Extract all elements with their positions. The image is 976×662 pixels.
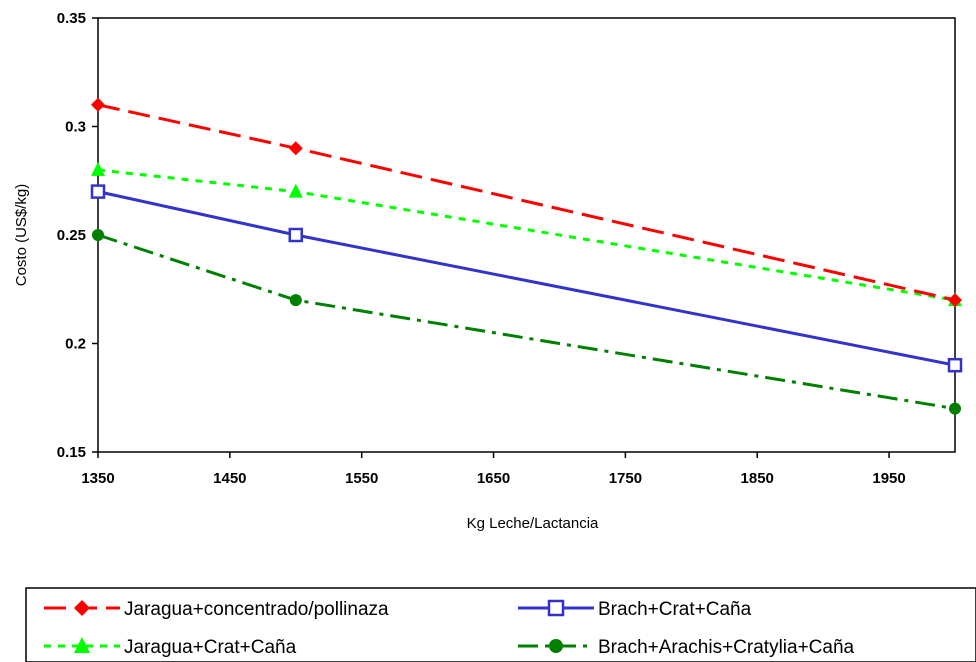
series-layer <box>90 97 963 415</box>
y-tick-label: 0.35 <box>57 10 86 27</box>
data-point-marker <box>288 183 303 198</box>
legend-item: Brach+Crat+Caña <box>518 599 752 620</box>
series-1 <box>90 184 963 373</box>
data-point-marker <box>288 141 303 156</box>
data-point-marker <box>91 161 105 176</box>
x-tick-label: 1450 <box>213 470 246 487</box>
data-point-marker <box>948 293 962 308</box>
data-point-marker <box>289 294 302 307</box>
y-tick-label: 0.3 <box>65 119 86 136</box>
legend-marker <box>74 637 90 653</box>
x-tick-label: 1750 <box>609 470 642 487</box>
legend-marker <box>549 639 563 653</box>
y-axis-title: Costo (US$/kg) <box>13 184 30 287</box>
x-tick-label: 1550 <box>345 470 378 487</box>
legend: Jaragua+concentrado/pollinaza Brach+Crat+… <box>25 587 976 662</box>
plot-area-frame <box>97 17 956 453</box>
legend-frame <box>25 587 976 662</box>
y-tick-label: 0.25 <box>57 227 86 244</box>
legend-label: Jaragua+concentrado/pollinaza <box>124 599 389 620</box>
legend-item: Jaragua+concentrado/pollinaza <box>44 599 389 620</box>
series-0 <box>91 97 962 308</box>
series-line <box>97 233 956 411</box>
x-tick-label: 1950 <box>872 470 905 487</box>
data-point-marker <box>91 97 105 112</box>
data-point-marker <box>947 357 963 373</box>
x-tick-label: 1650 <box>477 470 510 487</box>
axes: 0.15 0.2 0.25 0.3 0.35 1350 1450 1550 1650 1750 18… <box>13 10 956 532</box>
legend-marker <box>74 600 90 616</box>
data-point-marker <box>949 402 961 415</box>
series-3 <box>92 229 961 415</box>
data-point-marker <box>92 229 104 241</box>
data-point-marker <box>90 184 106 199</box>
legend-item: Jaragua+Crat+Caña <box>44 637 297 658</box>
x-tick-label: 1350 <box>81 470 114 487</box>
legend-marker <box>547 599 565 617</box>
x-axis-title: Kg Leche/Lactancia <box>467 515 599 532</box>
series-2 <box>91 161 962 307</box>
series-line <box>97 103 956 302</box>
x-tick-label: 1850 <box>741 470 774 487</box>
series-line <box>97 190 956 367</box>
y-tick-label: 0.2 <box>65 336 86 353</box>
y-tick-label: 0.15 <box>57 444 86 461</box>
data-point-marker <box>288 227 304 243</box>
legend-label: Brach+Crat+Caña <box>598 599 752 620</box>
legend-label: Jaragua+Crat+Caña <box>124 637 297 658</box>
legend-item: Brach+Arachis+Cratylia+Caña <box>518 637 855 658</box>
legend-label: Brach+Arachis+Cratylia+Caña <box>598 637 855 658</box>
